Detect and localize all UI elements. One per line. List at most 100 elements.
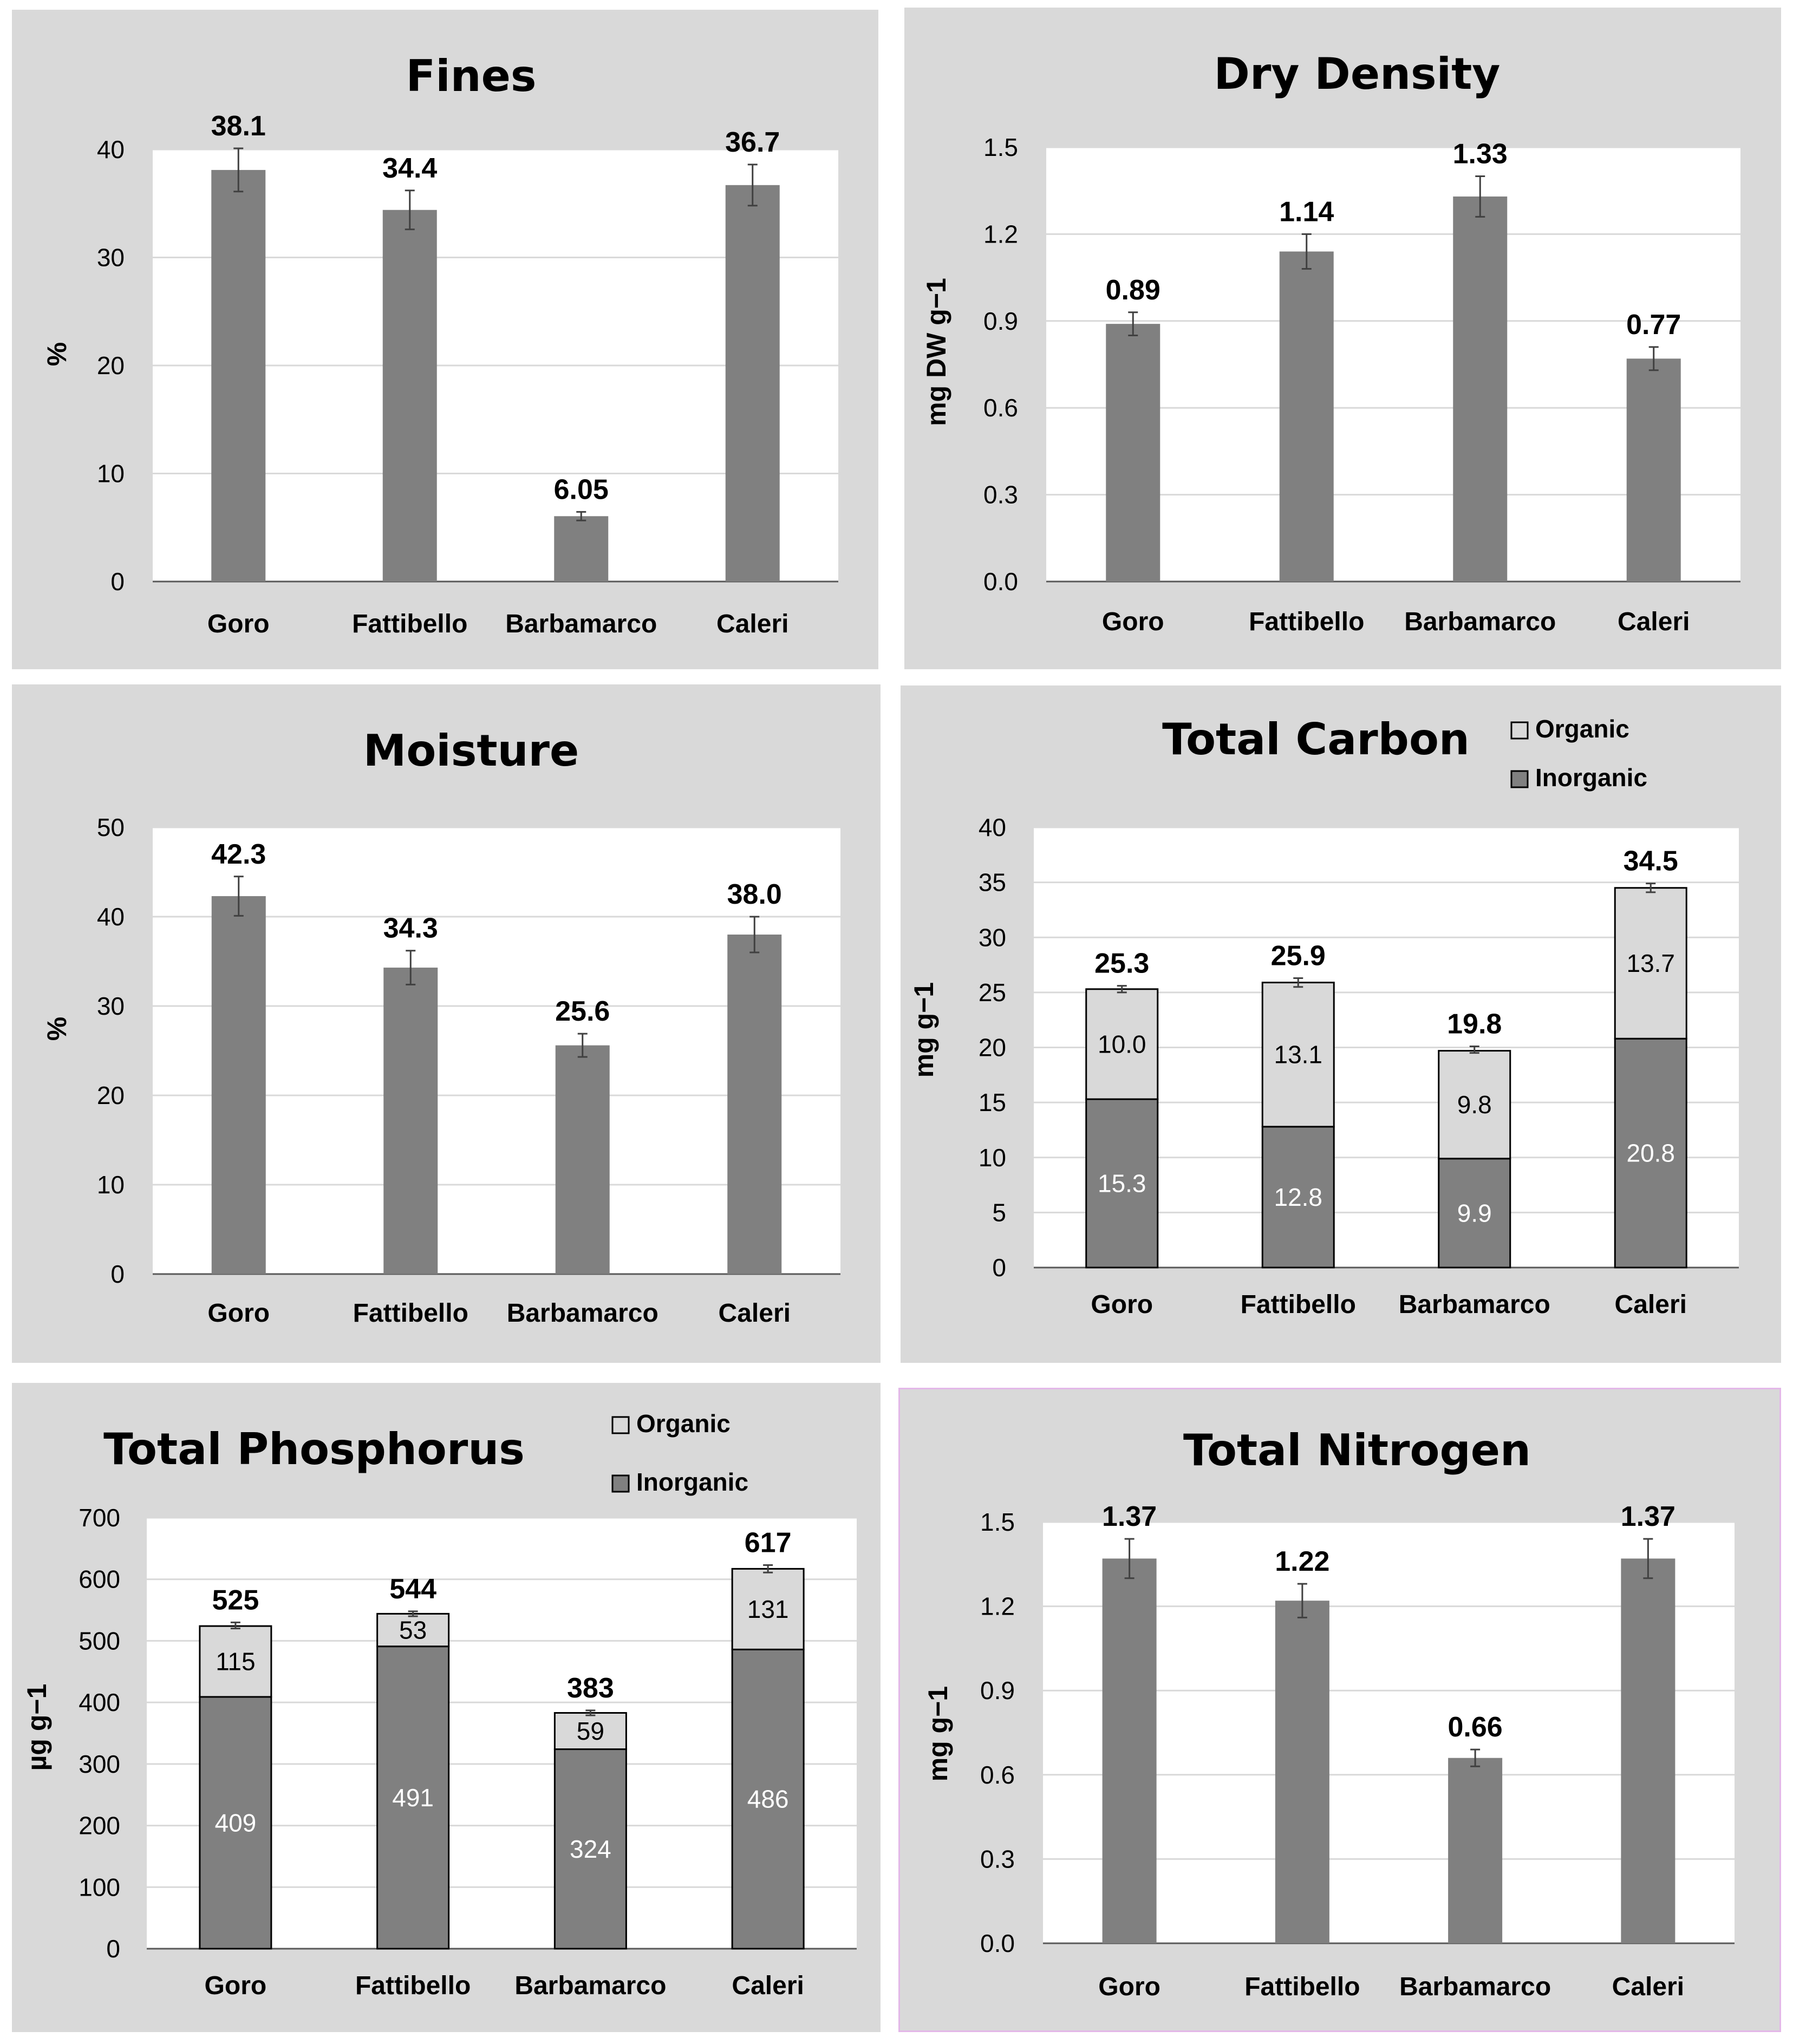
y-axis-label: mg DW g−1	[921, 278, 951, 426]
total-label: 25.9	[1271, 940, 1326, 971]
panel-total-carbon: 0 5 10 15 20 25 30 35 40 Total Carbon mg g−1 Goro Fa…	[901, 685, 1781, 1363]
y-tick-label: 5	[992, 1198, 1006, 1226]
data-label: 1.37	[1102, 1501, 1157, 1532]
bar-segment-organic	[731, 1568, 805, 1650]
bar-segment-inorganic	[1438, 1158, 1511, 1269]
segment-label-inorganic: 9.9	[1457, 1199, 1492, 1227]
data-label: 1.14	[1279, 196, 1334, 227]
bar	[725, 185, 780, 582]
y-tick-label: 20	[97, 1081, 125, 1109]
y-tick-label: 25	[979, 978, 1006, 1007]
y-tick-label: 20	[979, 1034, 1006, 1062]
y-tick-label: 0.6	[983, 394, 1018, 422]
y-tick-label: 0	[106, 1935, 120, 1963]
bar-segment-inorganic	[1614, 1037, 1687, 1269]
data-label: 0.89	[1106, 275, 1160, 306]
y-tick-label: 0.9	[980, 1676, 1015, 1705]
data-label: 34.3	[383, 913, 438, 944]
y-axis-label: %	[42, 1017, 72, 1041]
bar	[1106, 324, 1160, 582]
x-tick-label: Caleri	[1612, 1973, 1684, 2001]
segment-label-organic: 53	[399, 1616, 427, 1644]
y-tick-label: 40	[97, 903, 125, 931]
x-tick-label: Barbamarco	[1399, 1973, 1551, 2001]
bar	[1626, 358, 1681, 582]
legend-label: Inorganic	[636, 1468, 748, 1496]
y-tick-label: 30	[979, 923, 1006, 951]
chart-title: Moisture	[363, 726, 579, 776]
y-tick-label: 1.2	[980, 1592, 1015, 1621]
panel-total-phosphorus: 0 100 200 300 400 500 600 700 Total Phosphorus µg…	[12, 1383, 881, 2032]
bar	[1621, 1558, 1675, 1943]
bar	[554, 516, 609, 582]
y-tick-label: 0.3	[980, 1845, 1015, 1873]
x-tick-label: Fattibello	[353, 1299, 468, 1328]
y-tick-label: 10	[97, 460, 125, 488]
bar	[211, 896, 266, 1274]
segment-label-inorganic: 486	[747, 1785, 789, 1813]
total-label: 544	[389, 1573, 436, 1605]
total-phosphorus-chart: 0 100 200 300 400 500 600 700 Total Phosphorus µg…	[22, 1409, 857, 2000]
bar	[382, 210, 437, 582]
segment-label-inorganic: 409	[215, 1808, 257, 1837]
bar	[211, 169, 266, 582]
y-tick-label: 300	[79, 1750, 120, 1778]
total-carbon-chart: 0 5 10 15 20 25 30 35 40 Total Carbon mg g−1 Goro Fa…	[909, 714, 1739, 1319]
y-tick-label: 200	[79, 1812, 120, 1840]
legend-swatch	[611, 1474, 630, 1493]
x-tick-label: Barbamarco	[1404, 608, 1556, 636]
x-tick-label: Fattibello	[355, 1971, 471, 2000]
plot-area	[153, 827, 840, 1274]
bar-segment-organic	[1085, 988, 1159, 1100]
bar-segment-organic	[1614, 887, 1687, 1040]
x-tick-label: Goro	[1091, 1290, 1153, 1319]
x-tick-label: Fattibello	[1249, 608, 1364, 636]
y-tick-label: 400	[79, 1688, 120, 1716]
legend-swatch	[1510, 721, 1529, 740]
y-tick-label: 100	[79, 1873, 120, 1901]
dry-density-chart: 0.0 0.3 0.6 0.9 1.2 1.5 Dry Density mg DW g−1 Go…	[921, 49, 1740, 636]
moisture-chart: 0 10 20 30 40 50 Moisture% Goro Fattibello Barbam…	[42, 726, 840, 1328]
y-tick-label: 0.9	[983, 307, 1018, 335]
y-tick-label: 50	[97, 813, 125, 841]
panel-moisture: 0 10 20 30 40 50 Moisture% Goro Fattibello Barbam…	[12, 684, 881, 1363]
x-tick-label: Fattibello	[352, 610, 467, 638]
y-tick-label: 1.5	[983, 133, 1018, 161]
legend-label: Inorganic	[1535, 763, 1647, 792]
y-axis-label: mg g−1	[923, 1686, 953, 1781]
x-tick-label: Caleri	[732, 1971, 804, 2000]
bar-segment-organic	[199, 1625, 272, 1698]
x-tick-label: Caleri	[716, 610, 788, 638]
y-tick-label: 1.2	[983, 220, 1018, 248]
y-tick-label: 30	[97, 244, 125, 272]
y-tick-label: 600	[79, 1565, 120, 1594]
x-tick-label: Fattibello	[1241, 1290, 1356, 1319]
bar-segment-organic	[1261, 982, 1335, 1128]
legend-label: Organic	[1535, 715, 1629, 743]
x-tick-label: Goro	[1098, 1973, 1160, 2001]
chart-title: Total Phosphorus	[103, 1424, 525, 1474]
bar	[1279, 251, 1334, 582]
data-label: 0.77	[1626, 309, 1681, 341]
segment-label-organic: 10.0	[1098, 1030, 1146, 1058]
x-tick-label: Barbamarco	[514, 1971, 666, 2000]
x-tick-label: Goro	[1102, 608, 1164, 636]
plot-area	[1046, 147, 1740, 582]
bar-segment-inorganic	[199, 1696, 272, 1950]
x-tick-label: Goro	[205, 1971, 267, 2000]
segment-label-inorganic: 324	[570, 1835, 611, 1863]
y-tick-label: 10	[979, 1144, 1006, 1172]
total-label: 34.5	[1624, 846, 1678, 877]
fines-chart: 0 10 20 30 40 Fines% Goro Fattibello Barbamarco C…	[42, 51, 838, 638]
y-tick-label: 40	[97, 135, 125, 164]
x-tick-label: Caleri	[719, 1299, 791, 1328]
data-label: 1.37	[1621, 1501, 1675, 1532]
bar-segment-organic	[376, 1612, 450, 1648]
bar	[1275, 1601, 1329, 1943]
bar	[727, 935, 782, 1274]
y-tick-label: 500	[79, 1627, 120, 1655]
x-tick-label: Barbamarco	[507, 1299, 658, 1328]
panel-dry-density: 0.0 0.3 0.6 0.9 1.2 1.5 Dry Density mg DW g−1 Go…	[904, 8, 1781, 669]
bar-segment-organic	[1438, 1050, 1511, 1160]
x-tick-label: Caleri	[1615, 1290, 1687, 1319]
